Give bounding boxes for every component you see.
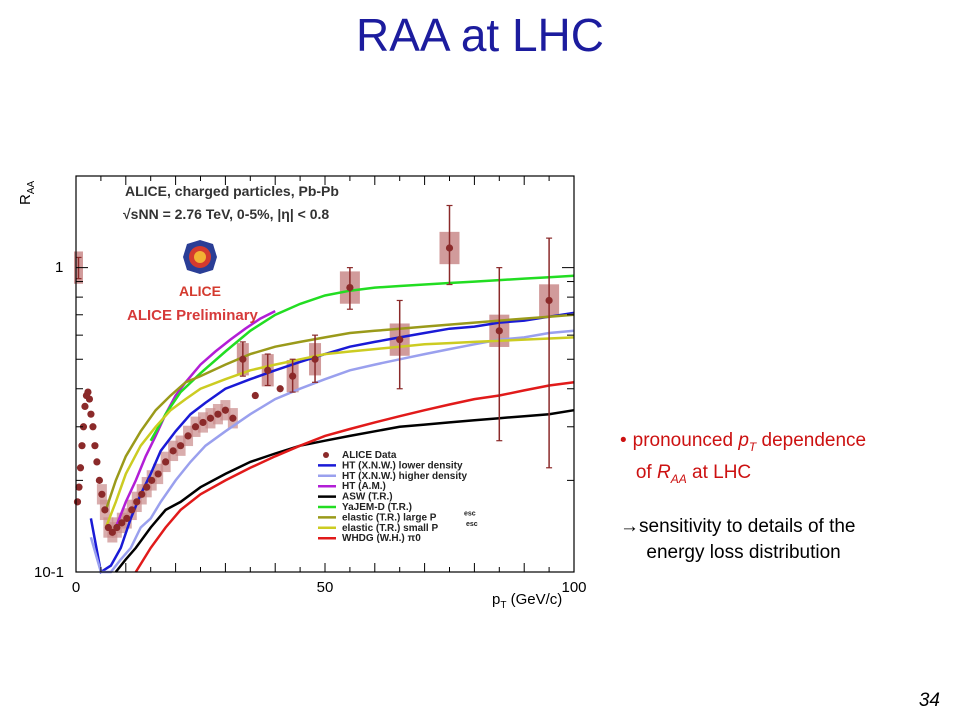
page-number: 34: [918, 690, 940, 711]
data-point: [396, 336, 404, 344]
curve-whdg: [134, 381, 575, 573]
data-point: [75, 483, 83, 491]
bullet-1: • pronounced pT dependence of RAA at LHC: [620, 430, 867, 486]
data-point: [89, 423, 97, 431]
legend-marker: [323, 452, 329, 458]
x-tick-label: 50: [317, 579, 334, 596]
data-point: [264, 366, 272, 374]
curve-ht_am: [114, 309, 276, 528]
data-point: [79, 423, 88, 431]
data-point: [214, 410, 222, 418]
data-point: [148, 476, 156, 484]
bullet-2: →sensitivity to details of the energy lo…: [620, 515, 856, 563]
data-point: [545, 296, 553, 305]
data-point: [76, 464, 85, 472]
data-point: [239, 355, 247, 363]
legend-superscript: esc: [464, 510, 476, 517]
data-point: [143, 483, 151, 491]
legend-label: HT (X.N.W.) lower density: [342, 460, 463, 471]
data-point: [73, 498, 82, 506]
data-point: [95, 476, 104, 484]
curve-asw: [114, 408, 575, 573]
data-point: [176, 442, 185, 450]
data-point: [169, 447, 177, 455]
data-point: [206, 414, 215, 422]
data-point: [133, 498, 141, 506]
data-point: [128, 506, 136, 514]
y-tick-1: 1: [55, 259, 63, 276]
y-axis-label: RAA: [17, 180, 37, 205]
data-point: [104, 523, 112, 532]
data-point: [87, 410, 95, 418]
data-point: [98, 490, 106, 498]
data-point: [81, 402, 89, 410]
legend-label: HT (A.M.): [342, 481, 386, 492]
header-line1: ALICE, charged particles, Pb-Pb: [125, 183, 339, 199]
slide-title: RAA at LHC: [356, 9, 604, 61]
data-point: [495, 327, 503, 335]
data-point: [85, 395, 94, 403]
legend-label: elastic (T.R.) large P: [342, 512, 437, 523]
data-point: [93, 458, 101, 466]
data-point: [78, 442, 86, 450]
data-point: [191, 423, 200, 431]
legend-superscript: esc: [466, 521, 478, 528]
data-point: [276, 385, 284, 393]
x-tick-label: 100: [561, 579, 586, 596]
curve-el_large: [104, 313, 575, 511]
preliminary-label: ALICE Preliminary: [127, 307, 259, 324]
data-point: [199, 418, 207, 427]
legend-label: WHDG (W.H.) π0: [342, 533, 421, 544]
data-point: [84, 388, 92, 396]
curve-el_small: [104, 336, 575, 528]
data-point: [445, 244, 454, 252]
data-point: [91, 442, 99, 450]
chart-background: [72, 174, 576, 574]
x-tick-label: 0: [72, 579, 80, 596]
svg-text:ALICE: ALICE: [179, 283, 221, 299]
legend-label: ALICE Data: [342, 450, 397, 461]
data-point: [221, 406, 229, 414]
data-point: [229, 414, 237, 422]
data-point: [289, 372, 297, 380]
data-point: [311, 355, 319, 363]
x-axis-label: pT (GeV/c): [492, 591, 562, 611]
data-point: [138, 490, 146, 498]
data-point: [101, 506, 109, 514]
alice-logo: ALICE: [179, 240, 221, 299]
data-point: [154, 470, 162, 478]
y-tick-01: 10-1: [34, 564, 64, 581]
bullet-block: • pronounced pT dependence of RAA at LHC …: [620, 428, 950, 566]
data-point: [123, 514, 131, 523]
data-point: [108, 528, 116, 536]
legend-label: ASW (T.R.): [342, 492, 393, 503]
data-point: [113, 523, 121, 532]
curve-ht_higher: [89, 329, 575, 574]
curve-ht_lower: [89, 311, 575, 575]
data-point: [346, 283, 354, 292]
data-point: [118, 519, 126, 527]
data-point: [162, 458, 170, 466]
data-point: [184, 432, 192, 440]
legend-label: HT (X.N.W.) higher density: [342, 471, 467, 482]
legend-label: YaJEM-D (T.R.): [342, 502, 412, 513]
data-point: [251, 391, 259, 400]
legend-label: elastic (T.R.) small P: [342, 523, 438, 534]
header-line2: √sNN = 2.76 TeV, 0-5%, |η| < 0.8: [123, 206, 329, 222]
